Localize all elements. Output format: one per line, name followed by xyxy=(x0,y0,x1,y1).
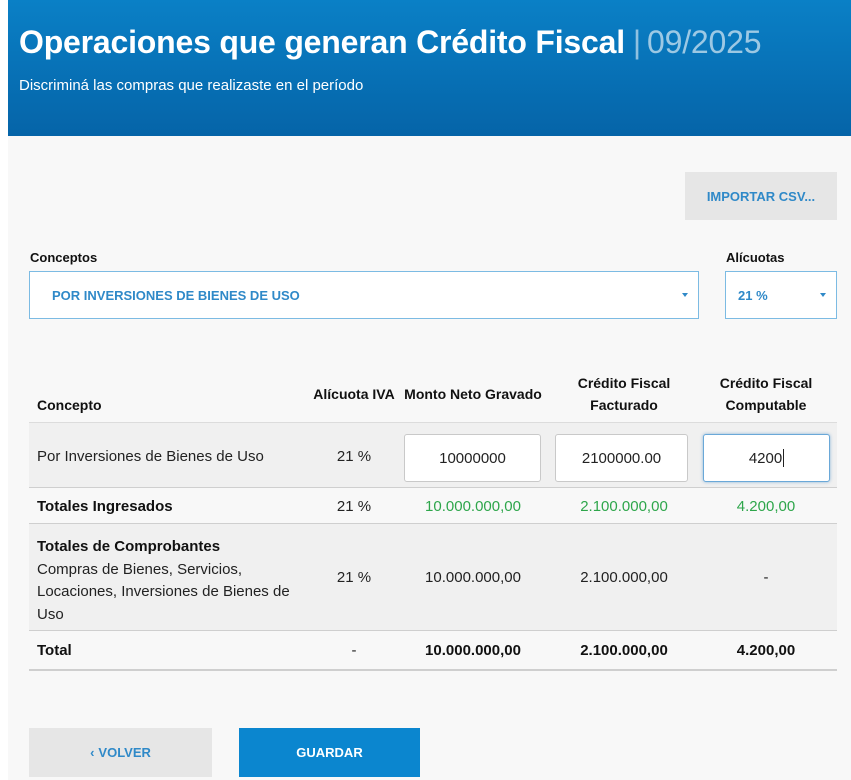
conceptos-selected-value: POR INVERSIONES DE BIENES DE USO xyxy=(52,287,300,303)
table-row-total: Total - 10.000.000,00 2.100.000,00 4.200… xyxy=(29,631,837,671)
totales-ingresados-cf-facturado: 2.100.000,00 xyxy=(580,497,668,515)
totales-ingresados-label: Totales Ingresados xyxy=(37,497,173,515)
totales-comprobantes-description: Compras de Bienes, Servicios, Locaciones… xyxy=(37,560,290,623)
totales-ingresados-monto: 10.000.000,00 xyxy=(425,497,521,515)
total-label: Total xyxy=(37,641,72,659)
table-row-entry: Por Inversiones de Bienes de Uso 21 % 10… xyxy=(29,422,837,488)
totales-comprobantes-text: Totales de Comprobantes Compras de Biene… xyxy=(37,536,307,626)
cf-computable-input[interactable]: 4200 xyxy=(703,434,830,482)
title-text: Operaciones que generan Crédito Fiscal xyxy=(19,24,625,60)
cf-facturado-input[interactable]: 2100000.00 xyxy=(555,434,688,482)
conceptos-select[interactable]: POR INVERSIONES DE BIENES DE USO xyxy=(29,271,699,319)
table-row-totales-comprobantes: Totales de Comprobantes Compras de Biene… xyxy=(29,524,837,631)
total-cf-computable: 4.200,00 xyxy=(736,641,796,659)
total-cf-facturado: 2.100.000,00 xyxy=(580,641,668,659)
page-header: Operaciones que generan Crédito Fiscal | 0… xyxy=(8,0,851,136)
alicuotas-select[interactable]: 21 % xyxy=(725,271,837,319)
guardar-button[interactable]: GUARDAR xyxy=(239,728,420,777)
col-header-cf-computable: Crédito Fiscal Computable xyxy=(719,374,813,413)
volver-button[interactable]: ‹ VOLVER xyxy=(29,728,212,777)
totales-comprobantes-cf-computable: - xyxy=(763,569,769,586)
volver-label: VOLVER xyxy=(98,745,151,760)
row-alicuota: 21 % xyxy=(336,447,372,465)
totales-ingresados-alicuota: 21 % xyxy=(336,497,372,515)
cf-computable-value: 4200 xyxy=(748,449,783,467)
total-monto: 10.000.000,00 xyxy=(425,641,521,659)
conceptos-label: Conceptos xyxy=(30,250,98,265)
table-row-totales-ingresados: Totales Ingresados 21 % 10.000.000,00 2.… xyxy=(29,488,837,524)
totales-comprobantes-label: Totales de Comprobantes xyxy=(37,538,221,555)
col-header-concepto: Concepto xyxy=(37,397,102,413)
text-cursor xyxy=(783,449,785,467)
cf-facturado-value: 2100000.00 xyxy=(581,449,662,467)
chevron-left-icon: ‹ xyxy=(90,745,95,760)
col-header-alicuota: Alícuota IVA xyxy=(313,385,395,402)
col-header-monto: Monto Neto Gravado xyxy=(404,385,542,402)
col-header-cf-facturado: Crédito Fiscal Facturado xyxy=(577,374,671,413)
alicuotas-selected-value: 21 % xyxy=(738,287,768,303)
totales-comprobantes-alicuota: 21 % xyxy=(336,569,372,586)
period-label: 09/2025 xyxy=(647,24,762,60)
caret-down-icon xyxy=(682,293,688,297)
totales-comprobantes-monto: 10.000.000,00 xyxy=(425,569,521,586)
monto-neto-value: 10000000 xyxy=(439,449,506,467)
alicuotas-label: Alícuotas xyxy=(726,250,785,265)
totales-comprobantes-cf-facturado: 2.100.000,00 xyxy=(580,569,668,586)
table-header-row: Concepto Alícuota IVA Monto Neto Gravado… xyxy=(29,362,837,422)
import-csv-button[interactable]: IMPORTAR CSV... xyxy=(685,172,837,220)
page-title: Operaciones que generan Crédito Fiscal | 0… xyxy=(19,24,762,61)
totales-ingresados-cf-computable: 4.200,00 xyxy=(736,497,796,515)
total-alicuota: - xyxy=(351,641,357,659)
row-concepto: Por Inversiones de Bienes de Uso xyxy=(37,447,264,465)
title-separator: | xyxy=(632,24,642,60)
caret-down-icon xyxy=(820,293,826,297)
page-subtitle: Discriminá las compras que realizaste en… xyxy=(19,77,364,94)
monto-neto-input[interactable]: 10000000 xyxy=(404,434,541,482)
